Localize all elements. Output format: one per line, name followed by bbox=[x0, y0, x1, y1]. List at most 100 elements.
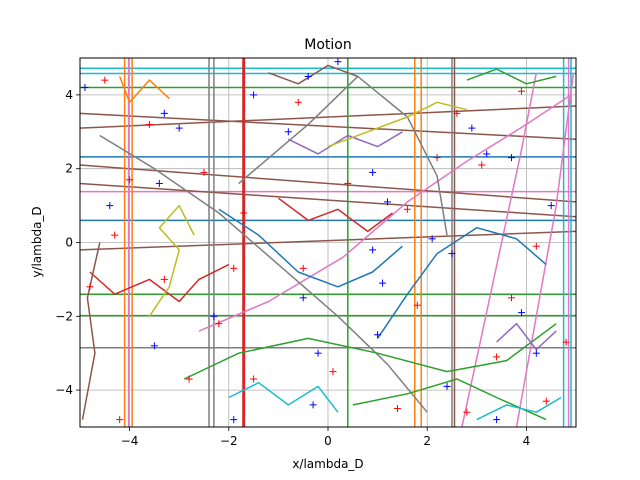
x-axis-label: x/lambda_D bbox=[292, 457, 363, 471]
end-marker bbox=[160, 109, 168, 117]
end-marker bbox=[150, 342, 158, 350]
x-tick-label: 0 bbox=[324, 434, 332, 448]
x-tick-label: 4 bbox=[523, 434, 531, 448]
x-axis: −4 −2 0 2 4 bbox=[121, 427, 530, 448]
start-marker bbox=[517, 87, 525, 95]
end-marker bbox=[299, 294, 307, 302]
end-marker bbox=[175, 124, 183, 132]
end-marker bbox=[314, 349, 322, 357]
series-line-41 bbox=[148, 204, 195, 317]
end-marker bbox=[334, 58, 342, 66]
end-marker bbox=[369, 168, 377, 176]
start-marker bbox=[403, 205, 411, 213]
end-marker bbox=[250, 91, 258, 99]
start-marker bbox=[508, 294, 516, 302]
start-marker bbox=[111, 231, 119, 239]
start-marker bbox=[215, 320, 223, 328]
series-line-35 bbox=[183, 323, 557, 380]
start-marker bbox=[542, 397, 550, 405]
start-marker bbox=[532, 242, 540, 250]
series-line-29 bbox=[515, 72, 575, 427]
start-marker bbox=[413, 301, 421, 309]
start-marker bbox=[145, 120, 153, 128]
end-marker bbox=[443, 382, 451, 390]
series-line-10 bbox=[80, 105, 576, 129]
end-marker bbox=[304, 72, 312, 80]
marker-group bbox=[81, 58, 570, 424]
end-marker bbox=[468, 124, 476, 132]
start-marker bbox=[86, 283, 94, 291]
start-marker bbox=[294, 98, 302, 106]
series-line-11 bbox=[80, 182, 576, 218]
series-line-48 bbox=[268, 64, 359, 85]
y-axis-label: y/lambda_D bbox=[30, 206, 44, 277]
end-marker bbox=[106, 202, 114, 210]
end-marker bbox=[284, 128, 292, 136]
x-tick-label: −2 bbox=[220, 434, 238, 448]
series-line-13 bbox=[80, 164, 576, 203]
series-line-32 bbox=[99, 134, 428, 413]
end-marker bbox=[517, 309, 525, 317]
end-marker bbox=[369, 246, 377, 254]
start-marker bbox=[493, 353, 501, 361]
y-tick-label: 0 bbox=[65, 236, 73, 250]
x-tick-label: 2 bbox=[423, 434, 431, 448]
y-tick-label: 2 bbox=[65, 162, 73, 176]
end-marker bbox=[379, 279, 387, 287]
series-line-9 bbox=[80, 112, 576, 140]
x-tick-label: −4 bbox=[121, 434, 139, 448]
end-marker bbox=[532, 349, 540, 357]
series-line-12 bbox=[80, 230, 576, 251]
start-marker bbox=[116, 416, 124, 424]
series-line-46 bbox=[466, 68, 557, 85]
series-line-40 bbox=[496, 322, 557, 351]
start-marker bbox=[344, 179, 352, 187]
start-marker bbox=[240, 209, 248, 217]
y-axis: −4 −2 0 2 4 bbox=[55, 88, 80, 397]
start-marker bbox=[250, 375, 258, 383]
y-tick-label: 4 bbox=[65, 88, 73, 102]
start-marker bbox=[562, 338, 570, 346]
series-line-30 bbox=[461, 72, 538, 427]
series-line-38 bbox=[277, 197, 393, 233]
series-group bbox=[80, 58, 576, 427]
start-marker bbox=[101, 76, 109, 84]
start-marker bbox=[453, 109, 461, 117]
end-marker bbox=[309, 401, 317, 409]
series-line-42 bbox=[327, 101, 468, 148]
start-marker bbox=[299, 264, 307, 272]
end-marker bbox=[547, 202, 555, 210]
start-marker bbox=[126, 176, 134, 184]
start-marker bbox=[393, 405, 401, 413]
series-line-43 bbox=[228, 381, 339, 413]
start-marker bbox=[329, 368, 337, 376]
start-marker bbox=[433, 154, 441, 162]
end-marker bbox=[210, 312, 218, 320]
start-marker bbox=[185, 375, 193, 383]
chart-title: Motion bbox=[304, 37, 351, 53]
start-marker bbox=[200, 168, 208, 176]
end-marker bbox=[493, 416, 501, 424]
start-marker bbox=[463, 408, 471, 416]
series-line-33 bbox=[218, 208, 403, 288]
start-marker bbox=[160, 275, 168, 283]
end-marker bbox=[81, 84, 89, 92]
series-line-37 bbox=[89, 263, 230, 303]
end-marker bbox=[483, 150, 491, 158]
end-marker bbox=[448, 250, 456, 258]
end-marker bbox=[428, 235, 436, 243]
y-tick-label: −2 bbox=[55, 309, 73, 323]
end-marker bbox=[374, 331, 382, 339]
end-marker bbox=[384, 198, 392, 206]
series-line-45 bbox=[118, 76, 170, 104]
start-marker bbox=[478, 161, 486, 169]
end-marker bbox=[230, 416, 238, 424]
end-marker bbox=[508, 154, 516, 162]
end-marker bbox=[155, 179, 163, 187]
start-marker bbox=[230, 264, 238, 272]
series-line-47 bbox=[81, 242, 101, 420]
series-line-31 bbox=[238, 75, 448, 236]
series-line-44 bbox=[476, 396, 562, 421]
plot-area bbox=[79, 57, 577, 428]
